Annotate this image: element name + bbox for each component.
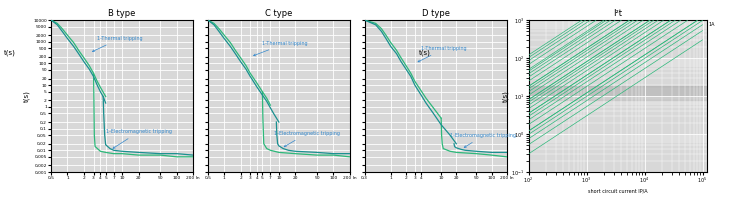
Title: D type: D type — [421, 9, 450, 18]
Title: C type: C type — [265, 9, 292, 18]
Text: 1-Electromagnetic tripping: 1-Electromagnetic tripping — [106, 129, 171, 148]
Text: 1-Electromagnetic tripping: 1-Electromagnetic tripping — [273, 131, 340, 147]
Text: t(s): t(s) — [4, 50, 15, 56]
Title: B type: B type — [109, 9, 136, 18]
Title: I²t: I²t — [613, 9, 623, 18]
X-axis label: short circuit current IP/A: short circuit current IP/A — [588, 188, 647, 193]
Bar — [529, 86, 707, 100]
Y-axis label: t(s): t(s) — [24, 90, 31, 102]
Text: 1A: 1A — [708, 22, 714, 27]
Y-axis label: t(s): t(s) — [502, 90, 509, 102]
Text: 1-Thermal tripping: 1-Thermal tripping — [418, 46, 467, 62]
Text: 1-Thermal tripping: 1-Thermal tripping — [93, 36, 143, 52]
Text: t(s): t(s) — [419, 50, 431, 56]
Text: 1-Electromagnetic tripping: 1-Electromagnetic tripping — [450, 133, 516, 147]
Text: 1-Thermal tripping: 1-Thermal tripping — [254, 41, 308, 56]
